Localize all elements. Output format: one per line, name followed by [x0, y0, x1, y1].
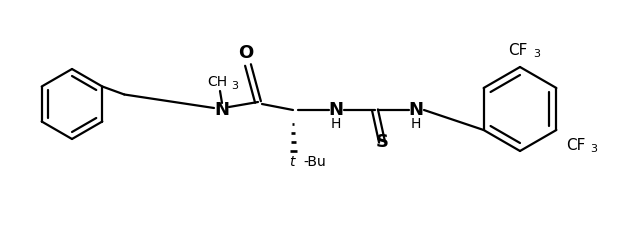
Text: 3: 3 — [231, 81, 238, 91]
Text: H: H — [411, 117, 421, 131]
Text: -Bu: -Bu — [303, 155, 326, 169]
Text: 3: 3 — [533, 49, 540, 59]
Text: S: S — [376, 133, 388, 151]
Text: H: H — [331, 117, 341, 131]
Text: N: N — [328, 101, 344, 119]
Text: 3: 3 — [590, 144, 597, 154]
Text: O: O — [238, 44, 253, 62]
Text: CF: CF — [566, 137, 586, 152]
Text: CH: CH — [207, 75, 227, 89]
Text: N: N — [408, 101, 424, 119]
Text: N: N — [214, 101, 230, 119]
Text: t: t — [289, 155, 295, 169]
Text: CF: CF — [508, 42, 528, 58]
